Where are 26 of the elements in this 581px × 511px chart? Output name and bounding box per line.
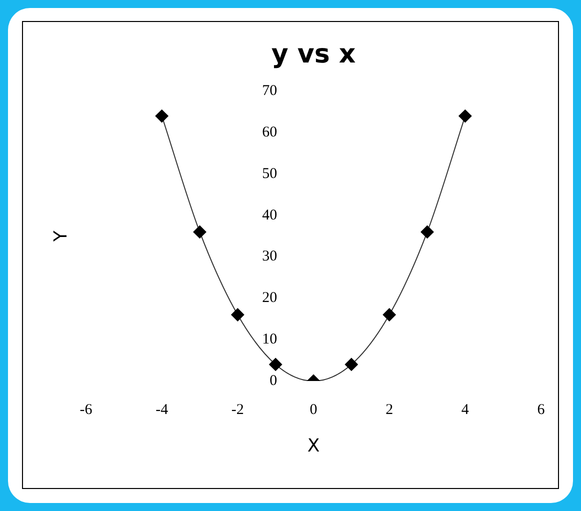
y-tick-label: 50	[262, 166, 278, 182]
x-tick-label: 6	[537, 402, 546, 418]
y-tick-label: 10	[262, 332, 278, 348]
x-tick-label: -6	[80, 402, 93, 418]
y-tick-label: 30	[262, 248, 278, 265]
x-tick-label: -4	[156, 402, 169, 418]
point	[231, 308, 244, 322]
x-tick-label: 0	[310, 402, 318, 418]
point	[269, 358, 282, 371]
y-tick-label: 60	[262, 124, 278, 141]
point	[155, 110, 168, 123]
point	[458, 110, 472, 123]
y-tick-label: 70	[262, 83, 278, 100]
point	[382, 308, 396, 322]
y-axis-title: Y	[50, 230, 72, 243]
point	[344, 358, 358, 371]
chart-title: y vs x	[271, 39, 356, 70]
y-tick-label: 0	[270, 372, 278, 389]
y-tick-label: 20	[262, 290, 278, 306]
point	[420, 225, 434, 238]
x-tick-label: -2	[231, 402, 244, 418]
x-axis-title: X	[307, 436, 320, 457]
x-tick-label: 4	[461, 402, 470, 418]
y-tick-label: 40	[262, 207, 278, 224]
x-tick-label: 2	[386, 402, 394, 418]
point	[193, 225, 206, 238]
